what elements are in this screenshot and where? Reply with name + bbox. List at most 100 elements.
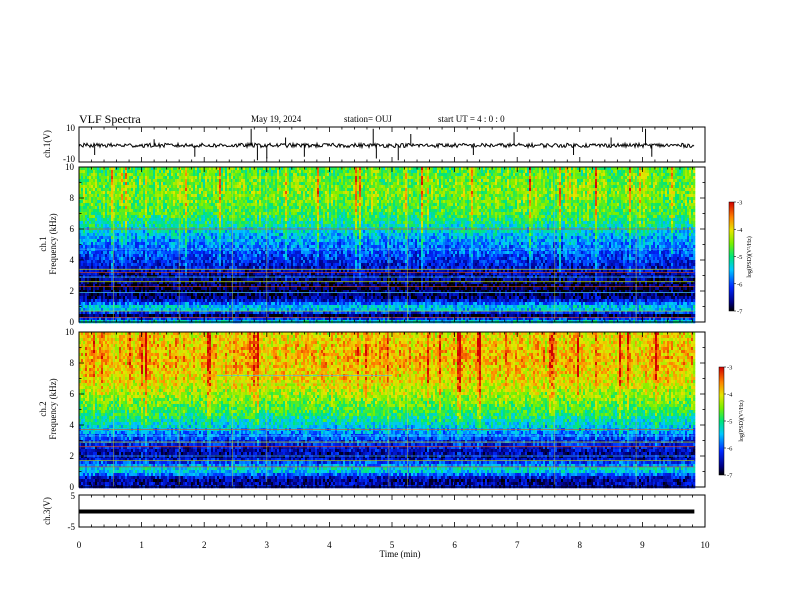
spectrogram-cell (253, 278, 255, 281)
spectrogram-cell (199, 293, 201, 296)
spectrogram-cell (205, 173, 207, 176)
spectrogram-cell (155, 314, 157, 317)
spectrogram-cell (111, 278, 113, 281)
spectrogram-cell (255, 293, 257, 296)
spectrogram-cell (93, 200, 95, 203)
spectrogram-cell (241, 212, 243, 215)
spectrogram-cell (147, 197, 149, 200)
spectrogram-cell (257, 278, 259, 281)
spectrogram-cell (249, 296, 251, 299)
spectrogram-cell (173, 185, 175, 188)
spectrogram-cell (189, 296, 191, 299)
spectrogram-cell (89, 215, 91, 218)
spectrogram-cell (215, 188, 217, 191)
spectrogram-cell (261, 251, 263, 254)
spectrogram-cell (235, 179, 237, 182)
spectrogram-cell (245, 185, 247, 188)
spectrogram-cell (173, 305, 175, 308)
spectrogram-cell (259, 203, 261, 206)
spectrogram-cell (223, 179, 225, 182)
spectrogram-cell (91, 239, 93, 242)
spectrogram-cell (213, 191, 215, 194)
spectrogram-cell (185, 221, 187, 224)
spectrogram-cell (161, 218, 163, 221)
spectrogram-cell (93, 182, 95, 185)
spectrogram-cell (255, 233, 257, 236)
spectrogram-cell (163, 236, 165, 239)
spectrogram-cell (205, 287, 207, 290)
spectrogram-cell (105, 185, 107, 188)
spectrogram-cell (169, 212, 171, 215)
spectrogram-cell (107, 176, 109, 179)
spectrogram-cell (257, 263, 259, 266)
spectrogram-cell (89, 209, 91, 212)
spectrogram-cell (259, 233, 261, 236)
spectrogram-cell (223, 194, 225, 197)
spectrogram-cell (187, 293, 189, 296)
spectrogram-cell (257, 248, 259, 251)
spectrogram-cell (131, 302, 133, 305)
spectrogram-cell (89, 305, 91, 308)
spectrogram-cell (139, 260, 141, 263)
spectrogram-cell (139, 248, 141, 251)
spectrogram-cell (169, 239, 171, 242)
spectrogram-cell (117, 212, 119, 215)
spectrogram-cell (195, 191, 197, 194)
spectrogram-cell (185, 230, 187, 233)
spectrogram-cell (259, 299, 261, 302)
spectrogram-cell (163, 209, 165, 212)
spectrogram-cell (91, 248, 93, 251)
spectrogram-cell (195, 245, 197, 248)
spectrogram-cell (85, 209, 87, 212)
spectrogram-cell (243, 302, 245, 305)
spectrogram-cell (219, 257, 221, 260)
spectrogram-cell (153, 305, 155, 308)
spectrogram-cell (107, 296, 109, 299)
spectrogram-cell (245, 245, 247, 248)
spectrogram-cell (107, 239, 109, 242)
spectrogram-cell (91, 257, 93, 260)
spectrogram-cell (147, 215, 149, 218)
spectrogram-cell (211, 263, 213, 266)
spectrogram-cell (193, 200, 195, 203)
spectrogram-cell (235, 260, 237, 263)
spectrogram-cell (215, 203, 217, 206)
spectrogram-cell (227, 266, 229, 269)
spectrogram-cell (97, 236, 99, 239)
spectrogram-cell (81, 266, 83, 269)
spectrogram-cell (229, 242, 231, 245)
spectrogram-cell (193, 239, 195, 242)
spectrogram-cell (171, 287, 173, 290)
spectrogram-cell (211, 305, 213, 308)
spectrogram-cell (93, 305, 95, 308)
spectrogram-cell (203, 212, 205, 215)
spectrogram-cell (147, 236, 149, 239)
spectrogram-cell (217, 242, 219, 245)
spectrogram-cell (175, 254, 177, 257)
spectrogram-cell (207, 230, 209, 233)
spectrogram-cell (163, 296, 165, 299)
spectrogram-cell (123, 287, 125, 290)
spectrogram-cell (99, 278, 101, 281)
spectrogram-cell (151, 173, 153, 176)
spectrogram-cell (129, 251, 131, 254)
spectrogram-cell (89, 245, 91, 248)
spectrogram-cell (159, 305, 161, 308)
spectrogram-cell (207, 218, 209, 221)
spectrogram-cell (239, 203, 241, 206)
spectrogram-cell (127, 260, 129, 263)
spectrogram-cell (107, 230, 109, 233)
spectrogram-cell (197, 212, 199, 215)
spectrogram-cell (221, 200, 223, 203)
spectrogram-cell (223, 203, 225, 206)
spectrogram-cell (119, 170, 121, 173)
spectrogram-cell (221, 194, 223, 197)
spectrogram-cell (215, 257, 217, 260)
spectrogram-cell (247, 224, 249, 227)
spectrogram-cell (133, 209, 135, 212)
spectrogram-cell (181, 182, 183, 185)
spectrogram-cell (257, 302, 259, 305)
spectrogram-cell (235, 287, 237, 290)
spectrogram-cell (159, 200, 161, 203)
spectrogram-cell (209, 263, 211, 266)
